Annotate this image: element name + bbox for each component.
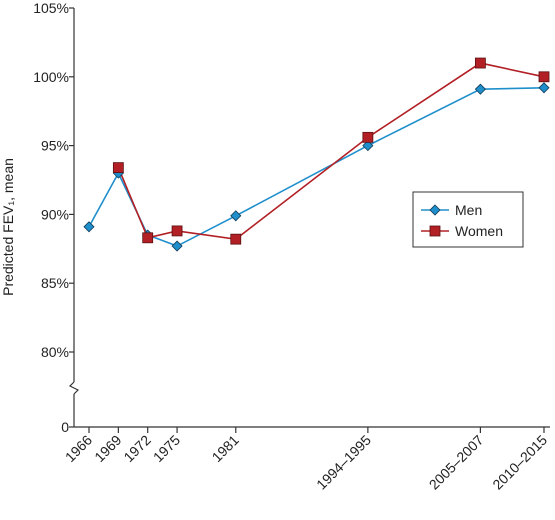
data-point-women: [230, 233, 242, 245]
y-tick-label: 80%: [41, 344, 69, 360]
x-tick-label: 1966: [62, 432, 95, 465]
x-tick-label: 1975: [150, 432, 183, 465]
data-point-men: [171, 240, 183, 252]
data-point-women: [362, 131, 374, 143]
legend-marker-women: [429, 225, 441, 237]
data-point-men: [474, 83, 486, 95]
y-tick-label: 85%: [41, 275, 69, 291]
y-axis-title: Predicted FEV₁, mean: [0, 158, 16, 296]
x-tick-label: 2010–2015: [489, 432, 550, 493]
y-tick-label: 105%: [33, 0, 69, 16]
y-ticks: 0 80% 85% 90% 95% 100% 105%: [33, 0, 74, 435]
legend-label-women: Women: [455, 223, 503, 239]
x-tick-label: 1972: [120, 432, 153, 465]
data-point-women: [171, 225, 183, 237]
y-tick-label: 95%: [41, 138, 69, 154]
data-point-men: [230, 210, 242, 222]
legend-box: [412, 191, 524, 248]
axes: [68, 8, 550, 428]
data-point-women: [112, 162, 124, 174]
y-tick-label: 100%: [33, 69, 69, 85]
y-tick-label: 90%: [41, 206, 69, 222]
data-point-men: [362, 140, 374, 152]
axis-break-icon: [68, 381, 80, 395]
legend: Men Women: [412, 191, 524, 248]
data-point-men: [538, 82, 550, 94]
data-point-women: [538, 71, 550, 83]
x-tick-label: 2005–2007: [426, 432, 487, 493]
x-tick-label: 1969: [91, 432, 124, 465]
data-point-men: [83, 221, 95, 233]
y-tick-label: 0: [61, 419, 69, 435]
data-point-women: [142, 232, 154, 244]
x-tick-label: 1981: [209, 432, 242, 465]
x-tick-label: 1994–1995: [313, 432, 374, 493]
series-line-men: [88, 87, 545, 247]
legend-marker-men: [429, 204, 441, 216]
legend-label-men: Men: [455, 202, 482, 218]
data-point-women: [474, 57, 486, 69]
series-markers: [83, 57, 550, 252]
